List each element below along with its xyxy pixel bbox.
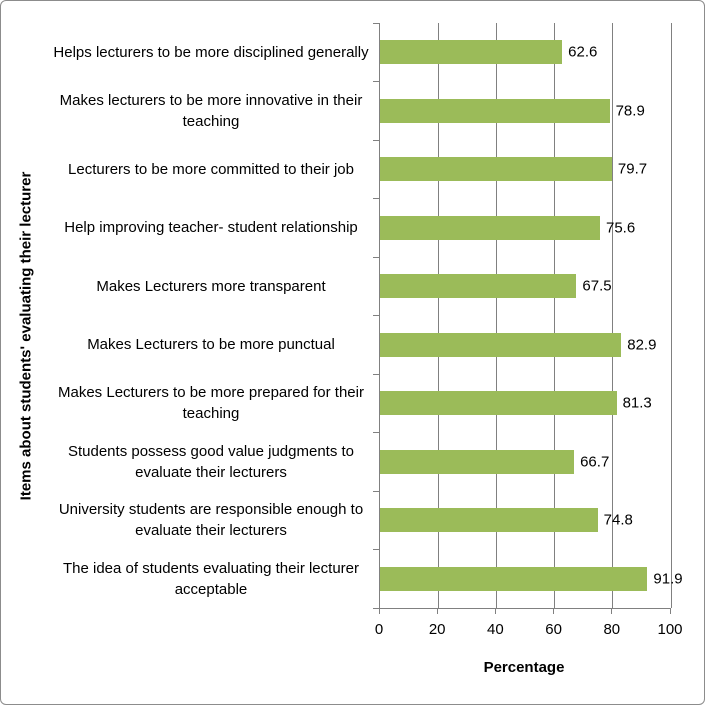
- category-label-6: Makes Lecturers to be more prepared for …: [58, 384, 364, 423]
- x-tick-label-60: 60: [545, 621, 562, 638]
- bar-5: [380, 332, 622, 357]
- value-label-8: 74.8: [603, 511, 633, 529]
- category-label-3: Help improving teacher- student relation…: [64, 219, 358, 237]
- value-label-2: 79.7: [617, 160, 648, 178]
- category-label-0: Helps lecturers to be more disciplined g…: [53, 43, 369, 61]
- bar-0: [380, 40, 563, 65]
- category-label-1: Makes lecturers to be more innovative in…: [59, 91, 363, 130]
- x-tick-mark-80: [611, 609, 613, 614]
- x-tick-label-100: 100: [657, 621, 683, 638]
- plot-area: [379, 23, 672, 609]
- gridline-60: [554, 23, 556, 608]
- x-tick-mark-40: [494, 609, 496, 614]
- category-label-7: Students possess good value judgments to…: [67, 442, 355, 481]
- y-tick-mark-2: [373, 139, 379, 141]
- y-tick-mark-1: [373, 81, 379, 82]
- category-label-2: Lecturers to be more committed to their …: [68, 160, 354, 178]
- x-tick-label-20: 20: [428, 621, 446, 638]
- value-label-3: 75.6: [605, 219, 636, 237]
- category-label-5: Makes Lecturers to be more punctual: [87, 336, 335, 354]
- y-tick-mark-3: [373, 198, 379, 199]
- gridline-20: [437, 23, 439, 608]
- y-tick-mark-0: [373, 22, 379, 24]
- y-tick-mark-8: [373, 490, 379, 492]
- x-tick-label-0: 0: [374, 621, 384, 638]
- y-tick-mark-5: [373, 315, 379, 316]
- y-tick-mark-6: [373, 373, 379, 375]
- value-label-1: 78.9: [615, 102, 645, 120]
- bar-8: [380, 508, 598, 533]
- bar-9: [380, 566, 648, 591]
- category-label-4: Makes Lecturers more transparent: [96, 277, 326, 295]
- category-label-9: The idea of students evaluating their le…: [62, 559, 359, 598]
- x-tick-mark-0: [378, 609, 380, 614]
- gridline-80: [612, 23, 614, 608]
- gridline-100: [670, 23, 672, 608]
- y-tick-mark-4: [373, 256, 379, 258]
- value-label-0: 62.6: [568, 43, 598, 61]
- value-label-5: 82.9: [627, 336, 657, 354]
- value-label-9: 91.9: [653, 570, 683, 588]
- x-tick-label-40: 40: [487, 621, 504, 638]
- x-tick-mark-60: [553, 609, 555, 614]
- value-label-7: 66.7: [580, 453, 610, 471]
- bar-4: [380, 274, 577, 299]
- y-tick-mark-7: [373, 432, 379, 433]
- x-tick-label-80: 80: [603, 621, 621, 638]
- bar-7: [380, 449, 575, 474]
- category-label-8: University students are responsible enou…: [58, 501, 364, 540]
- value-label-6: 81.3: [622, 394, 652, 412]
- y-axis-title: Items about students' evaluating their l…: [17, 171, 35, 501]
- y-tick-mark-10: [373, 607, 379, 609]
- bar-1: [380, 98, 610, 123]
- bar-3: [380, 215, 600, 240]
- bar-2: [380, 157, 612, 182]
- value-label-4: 67.5: [582, 277, 612, 295]
- bar-6: [380, 391, 617, 416]
- gridline-40: [495, 23, 497, 608]
- x-axis-title: Percentage: [483, 659, 565, 676]
- y-tick-mark-9: [373, 549, 379, 550]
- x-tick-mark-100: [669, 609, 671, 614]
- x-tick-mark-20: [436, 609, 438, 614]
